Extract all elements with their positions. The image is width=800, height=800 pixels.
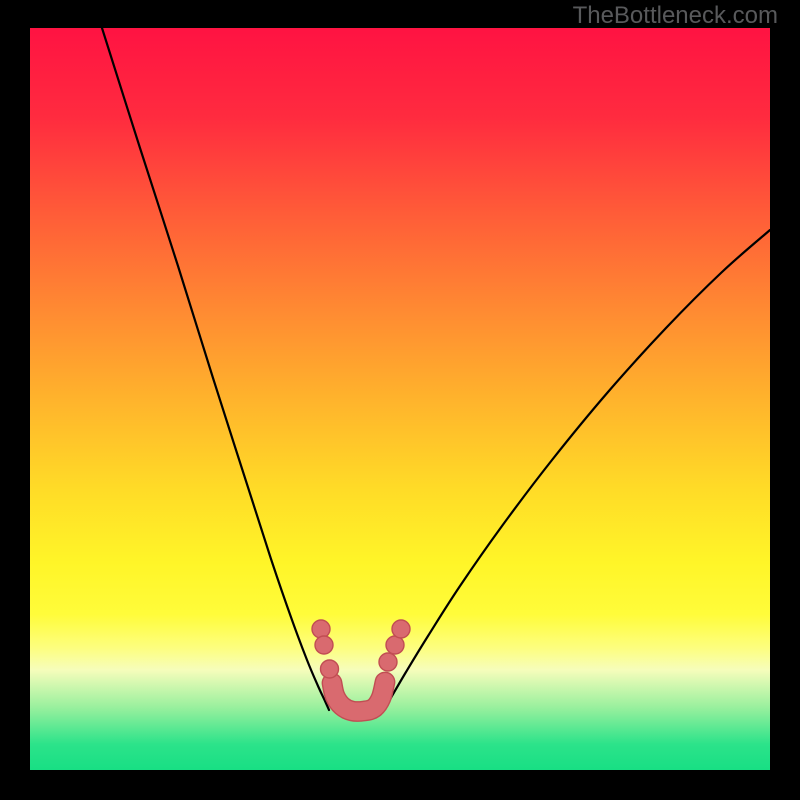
left-curve bbox=[102, 28, 329, 710]
watermark-text: TheBottleneck.com bbox=[573, 2, 778, 30]
trough-bar bbox=[332, 682, 385, 712]
marker-right-1 bbox=[386, 636, 404, 654]
curves-layer bbox=[30, 28, 770, 770]
marker-left-0 bbox=[312, 620, 330, 638]
marker-right-2 bbox=[392, 620, 410, 638]
right-curve bbox=[384, 230, 770, 710]
plot-area bbox=[30, 28, 770, 770]
marker-left-1 bbox=[315, 636, 333, 654]
marker-right-0 bbox=[379, 653, 397, 671]
marker-left-2 bbox=[321, 660, 339, 678]
